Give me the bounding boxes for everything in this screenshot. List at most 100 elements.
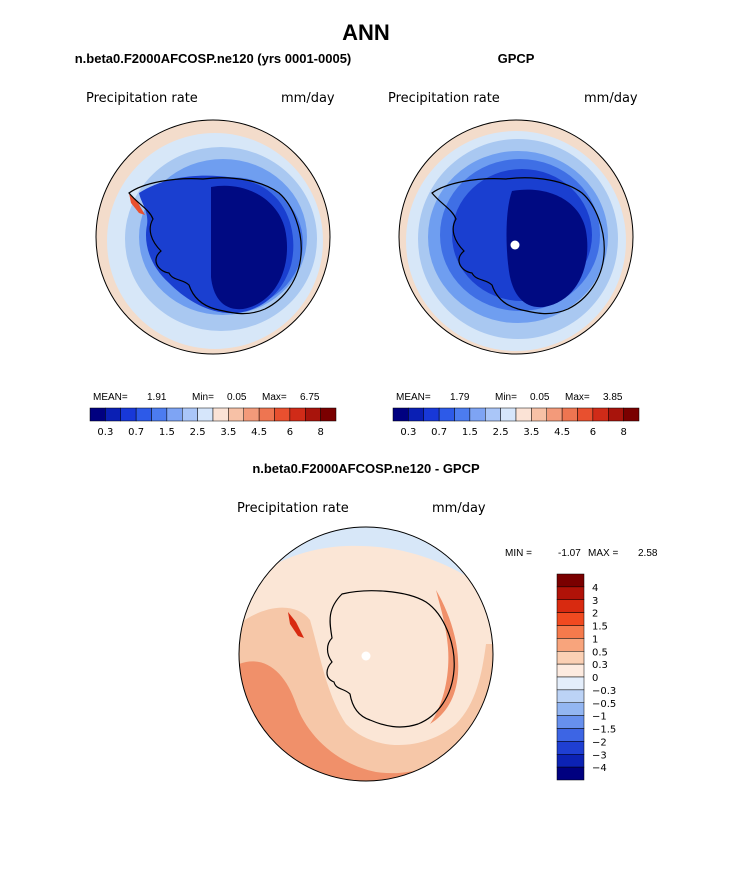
colorbar-tick-label: 6 (287, 427, 293, 438)
variable-label: Precipitation rate (86, 91, 198, 106)
panel-difference: n.beta0.F2000AFCOSP.ne120 - GPCP Precipi… (237, 461, 658, 782)
stats-line: MIN = -1.07 MAX = 2.58 (505, 548, 658, 559)
stats-line: MEAN= 1.91 Min= 0.05 Max= 6.75 (93, 392, 320, 403)
colorbar-swatch (556, 728, 585, 742)
max-value: 2.58 (638, 548, 658, 559)
colorbar-tick-label: 6 (590, 427, 596, 438)
max-label: Max= (565, 392, 590, 403)
colorbar-swatch (592, 407, 609, 422)
colorbar-swatch (469, 407, 486, 422)
colorbar-swatch (556, 689, 585, 703)
colorbar-swatch (556, 612, 585, 626)
map-outline (238, 526, 494, 782)
max-label: Max= (262, 392, 287, 403)
colorbar-swatch (556, 754, 585, 768)
colorbar-swatch (556, 715, 585, 729)
colorbar: 0.3 0.7 1.5 2.5 3.5 4.5 6 8 (89, 407, 337, 438)
deep-dry-zone (506, 189, 588, 308)
colorbar-swatch (556, 766, 585, 781)
min-value: 0.05 (530, 392, 550, 403)
figure-title: ANN (342, 20, 390, 45)
polar-map (238, 526, 494, 782)
colorbar-tick-label: 3.5 (523, 427, 539, 438)
colorbar-tick-label: −3 (592, 750, 607, 761)
colorbar-swatch (166, 407, 183, 422)
wet-bias-core (239, 661, 476, 781)
pole-hole (361, 651, 371, 661)
colorbar-swatch (556, 702, 585, 716)
colorbar-tick-label: −1.5 (592, 725, 616, 736)
panel-title: n.beta0.F2000AFCOSP.ne120 (yrs 0001-0005… (75, 51, 352, 66)
panel-title: GPCP (498, 51, 535, 66)
polar-map (95, 119, 331, 355)
panel-obs: GPCP Precipitation rate mm/day MEAN= 1.7… (388, 51, 640, 438)
colorbar-swatch (89, 407, 106, 422)
mean-value: 1.79 (450, 392, 470, 403)
colorbar-tick-label: 0.7 (128, 427, 144, 438)
colorbar-tick-label: −4 (592, 763, 607, 774)
wet-bias-peninsula (288, 612, 304, 638)
max-value: 3.85 (603, 392, 623, 403)
colorbar: 4 3 2 1.51 0.5 0.3 0 −0.3 −0.5 −1 −1.5−2 −3 −4 (556, 573, 616, 781)
colorbar-swatch (556, 676, 585, 691)
wet-bias-coast (430, 590, 459, 724)
min-value: -1.07 (558, 548, 581, 559)
colorbar-tick-label: 0.3 (97, 427, 113, 438)
units-label: mm/day (584, 91, 638, 106)
variable-label: Precipitation rate (388, 91, 500, 106)
colorbar-swatch (556, 625, 585, 639)
colorbar-swatch (105, 407, 121, 422)
mean-label: MEAN= (93, 392, 128, 403)
colorbar-swatch (212, 407, 229, 422)
coastline (431, 177, 605, 315)
pole-hole (510, 240, 520, 250)
colorbar-swatch (120, 407, 137, 422)
units-label: mm/day (432, 501, 486, 516)
colorbar-swatch (485, 407, 501, 422)
colorbar-swatch (546, 407, 563, 422)
colorbar-swatch (561, 407, 578, 422)
colorbar-tick-label: −1 (592, 712, 607, 723)
colorbar-swatch (258, 407, 275, 422)
colorbar-swatch (423, 407, 440, 422)
colorbar-tick-label: 8 (317, 427, 323, 438)
colorbar-swatch (408, 407, 424, 422)
colorbar-tick-label: 3.5 (220, 427, 236, 438)
colorbar-swatch (531, 407, 547, 422)
colorbar-tick-label: 0.3 (592, 660, 608, 671)
colorbar-swatch (556, 663, 585, 678)
colorbar-swatch (289, 407, 306, 422)
min-label: Min= (495, 392, 517, 403)
colorbar-tick-label: 1 (592, 634, 598, 645)
stats-line: MEAN= 1.79 Min= 0.05 Max= 3.85 (396, 392, 623, 403)
colorbar-tick-label: 1.5 (159, 427, 175, 438)
panel-model: n.beta0.F2000AFCOSP.ne120 (yrs 0001-0005… (75, 51, 352, 438)
colorbar-swatch (454, 407, 471, 422)
units-label: mm/day (281, 91, 335, 106)
colorbar-swatch (438, 407, 455, 422)
colorbar-tick-label: 1.5 (592, 622, 608, 633)
colorbar-swatch (556, 573, 585, 588)
colorbar-swatch (577, 407, 594, 422)
colorbar-tick-label: −0.5 (592, 699, 616, 710)
coastline (326, 590, 455, 728)
colorbar-swatch (623, 407, 640, 422)
colorbar-swatch (556, 599, 585, 613)
colorbar-swatch (305, 407, 321, 422)
colorbar-tick-label: 0 (592, 673, 598, 684)
colorbar: 0.3 0.7 1.5 2.5 3.5 4.5 6 8 (392, 407, 640, 438)
deep-dry-zone (211, 185, 288, 310)
colorbar-swatch (182, 407, 198, 422)
colorbar-tick-label: 0.3 (400, 427, 416, 438)
colorbar-swatch (556, 586, 585, 600)
colorbar-tick-label: 0.7 (431, 427, 447, 438)
map-outline (95, 119, 331, 355)
colorbar-tick-label: 2.5 (190, 427, 206, 438)
colorbar-tick-label: 0.5 (592, 647, 608, 658)
colorbar-tick-label: 2.5 (493, 427, 509, 438)
colorbar-swatch (197, 407, 214, 422)
colorbar-swatch (228, 407, 244, 422)
min-label: MIN = (505, 548, 532, 559)
colorbar-tick-label: −2 (592, 737, 607, 748)
